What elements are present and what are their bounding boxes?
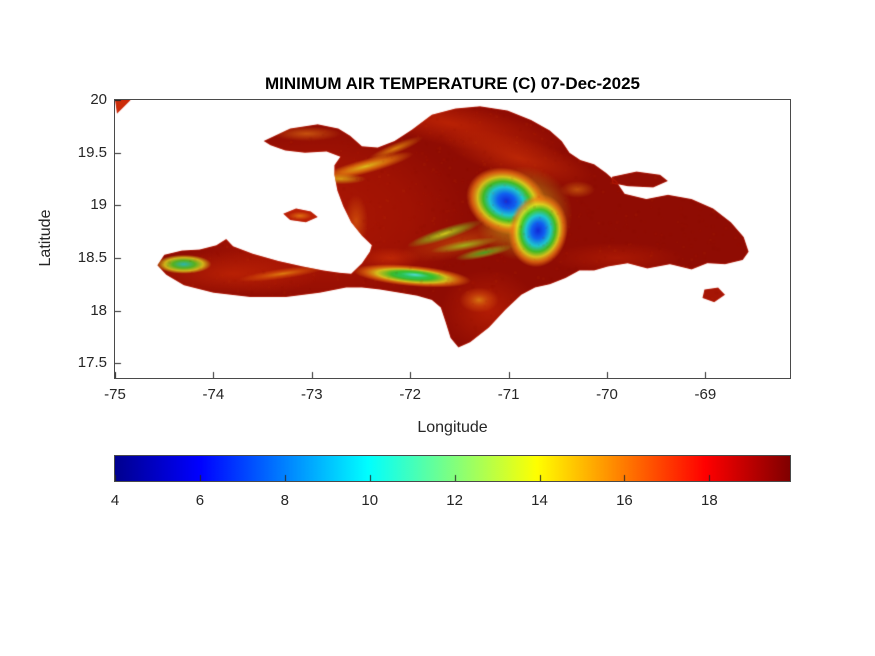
y-tick-label: 19 [90,196,107,214]
colorbar-tick-label: 16 [616,492,633,509]
x-tick-label: -69 [694,386,717,403]
plot-area [114,99,791,379]
y-tick-label: 18 [90,301,107,319]
x-tick-label: -70 [596,386,618,403]
x-tick-label: -74 [202,386,225,403]
colorbar-tick-label: 8 [280,492,289,509]
x-tick-label: -72 [399,386,422,403]
colorbar-tick-label: 6 [195,492,205,509]
colorbar-tick-label: 12 [446,492,463,509]
x-tick-label: -71 [497,386,520,403]
y-tick-label: 17.5 [77,354,107,372]
colorbar-tick-label: 10 [361,492,379,509]
colorbar-tick-label: 18 [700,492,718,509]
colorbar-tick-label: 14 [531,492,548,509]
colorbar [114,455,791,482]
colorbar-tick-label: 4 [110,492,120,509]
x-tick-label: -73 [300,386,323,403]
x-tick-label: -75 [104,386,126,403]
y-axis-label: Latitude [37,209,54,267]
colorbar-canvas [115,456,790,481]
temperature-map-canvas [115,100,790,378]
y-tick-label: 19.5 [77,143,107,161]
y-tick-label: 20 [90,91,107,108]
y-tick-label: 18.5 [77,248,107,266]
x-axis-label: Longitude [417,419,488,436]
chart-title: MINIMUM AIR TEMPERATURE (C) 07-Dec-2025 [265,74,640,93]
